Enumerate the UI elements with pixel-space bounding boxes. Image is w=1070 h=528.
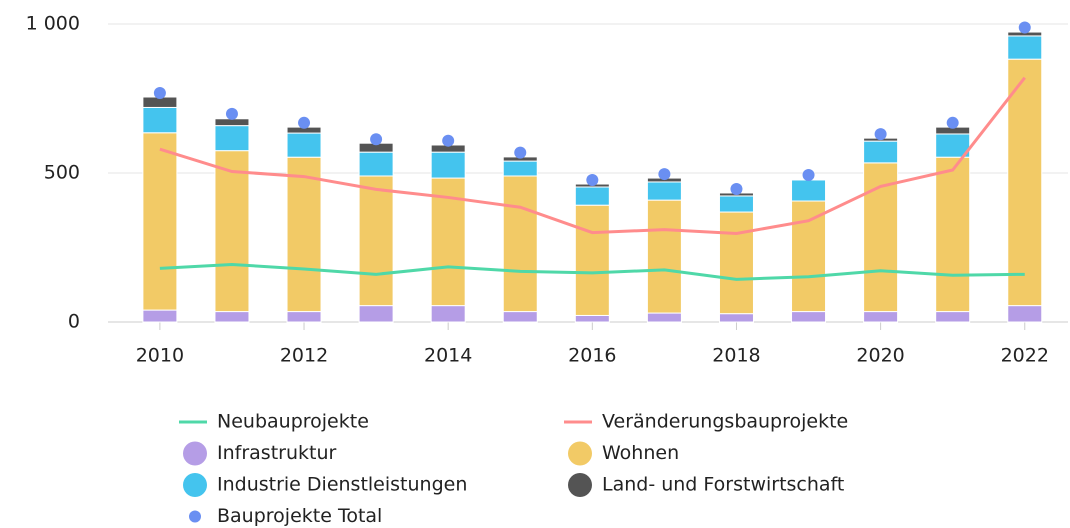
line-series <box>159 262 1025 281</box>
x-tick-label: 2012 <box>280 345 328 367</box>
total-dot <box>802 168 815 181</box>
total-dot <box>370 133 383 146</box>
bar-segment <box>863 311 899 323</box>
legend-label: Infrastruktur <box>217 442 336 464</box>
bar-segment <box>646 181 682 201</box>
legend-marker <box>189 510 201 523</box>
total-dot <box>1018 21 1031 34</box>
legend-label: Neubauprojekte <box>217 411 369 433</box>
total-dot <box>514 146 527 159</box>
legend-marker <box>568 473 592 497</box>
bar-segment <box>791 200 827 313</box>
bar-segment <box>142 309 178 323</box>
total-dot <box>946 116 959 129</box>
bar-segment <box>935 311 971 323</box>
bar-segment <box>791 179 827 202</box>
bar-segment <box>214 311 250 323</box>
bar-segment <box>358 151 394 177</box>
x-tick-label: 2018 <box>712 345 760 367</box>
bar-segment <box>502 175 538 313</box>
bar-segment <box>214 125 250 152</box>
line-series <box>159 76 1026 236</box>
total-dot <box>658 168 671 181</box>
total-dot <box>442 134 455 147</box>
bar-segment <box>502 160 538 177</box>
bar-segment <box>142 106 178 134</box>
bar-segment <box>286 156 322 313</box>
bar-segment <box>142 132 178 311</box>
bar-segment <box>286 132 322 158</box>
total-dot <box>225 107 238 120</box>
bar-segment <box>1007 58 1043 307</box>
x-tick-label: 2020 <box>856 345 904 367</box>
legend-marker <box>568 441 592 466</box>
bar-segment <box>358 175 394 307</box>
bar-segment <box>574 204 610 316</box>
x-tick-label: 2010 <box>136 345 184 367</box>
legend-label: Land- und Forstwirtschaft <box>602 474 844 496</box>
bar-segment <box>358 305 394 323</box>
total-dot <box>586 174 599 187</box>
legend-label: Veränderungsbauprojekte <box>602 411 848 433</box>
bar-segment <box>1007 35 1043 60</box>
bar-segment <box>286 311 322 323</box>
bar-segment <box>430 151 466 179</box>
legend-label: Bauprojekte Total <box>217 505 382 527</box>
bar-segment <box>791 311 827 323</box>
bar-segment <box>214 150 250 313</box>
bar-segment <box>863 140 899 164</box>
bar-segment <box>935 156 971 313</box>
legend-marker <box>183 441 207 466</box>
bar-segment <box>574 314 610 323</box>
bar-segment <box>646 312 682 323</box>
bar-segment <box>502 311 538 323</box>
y-tick-label: 1 000 <box>26 13 80 35</box>
legend-marker <box>183 473 207 497</box>
bar-segment <box>718 211 754 315</box>
x-tick-label: 2014 <box>424 345 472 367</box>
bar-segment <box>430 305 466 323</box>
x-tick-label: 2022 <box>1001 345 1049 367</box>
legend-label: Industrie Dienstleistungen <box>217 474 467 496</box>
bar-segment <box>1007 305 1043 323</box>
bar-segment <box>574 186 610 206</box>
total-dot <box>874 128 887 141</box>
total-dot <box>153 87 166 100</box>
total-dot <box>298 116 311 129</box>
y-tick-label: 500 <box>44 162 80 184</box>
x-tick-label: 2016 <box>568 345 616 367</box>
legend-label: Wohnen <box>602 442 679 464</box>
y-tick-label: 0 <box>68 311 80 333</box>
bar-segment <box>646 199 682 314</box>
total-dot <box>730 182 743 195</box>
bar-segment <box>718 195 754 213</box>
bar-segment <box>718 313 754 323</box>
